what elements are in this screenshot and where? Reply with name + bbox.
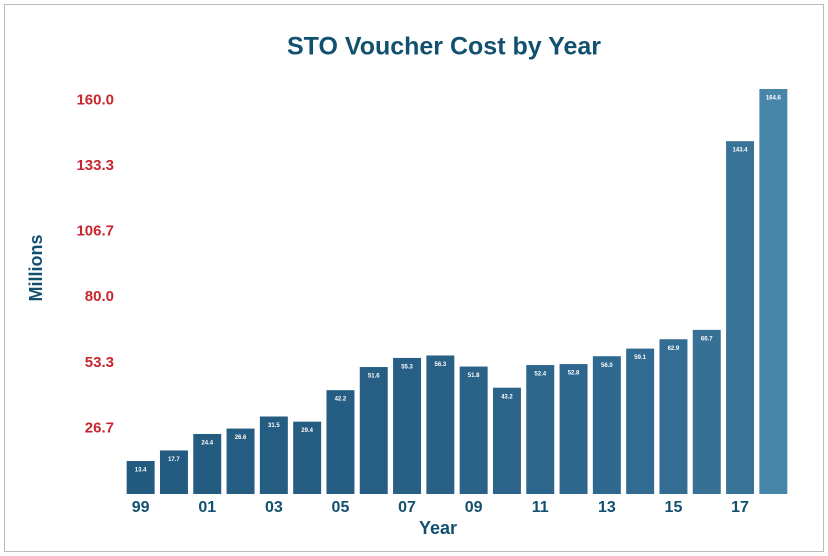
bar [592,356,621,494]
data-label: 26.6 [235,435,247,441]
bar [159,450,188,494]
y-tick-label: 160.0 [76,91,114,108]
bar [759,89,788,494]
x-tick-label: 01 [198,499,216,516]
bar [293,421,322,494]
bar [726,141,755,494]
bar [126,461,155,494]
x-tick-label: 99 [132,499,150,516]
bar [459,366,488,494]
y-tick-label: 106.7 [76,222,114,239]
bar [426,355,455,494]
data-label: 51.8 [468,373,480,379]
x-tick-label: 03 [265,499,283,516]
x-tick-label: 13 [598,499,616,516]
x-tick-label: 15 [665,499,683,516]
data-label: 24.4 [201,441,213,447]
bar [626,348,655,494]
x-axis-label: Year [419,518,457,538]
chart-title: STO Voucher Cost by Year [287,33,601,61]
data-label: 52.8 [568,371,580,377]
bar [492,387,521,494]
data-label: 56.0 [601,363,613,369]
data-label: 56.3 [435,362,447,368]
bar [226,428,255,494]
data-label: 62.9 [668,346,680,352]
data-label: 51.6 [368,374,380,380]
bar [193,433,222,494]
bar [259,416,288,494]
data-label: 31.5 [268,423,280,429]
data-label: 52.4 [534,372,546,378]
y-tick-label: 53.3 [85,354,114,371]
data-label: 13.4 [135,468,147,474]
y-tick-label: 26.7 [85,419,114,436]
bar [359,367,388,494]
x-tick-label: 05 [332,499,350,516]
bar [393,357,422,494]
data-label: 17.7 [168,457,180,463]
bar [659,339,688,494]
data-label: 29.4 [301,428,313,434]
bar [559,364,588,494]
bar [326,390,355,494]
x-tick-label: 09 [465,499,483,516]
data-label: 164.6 [766,96,782,102]
data-label: 66.7 [701,336,713,342]
y-tick-label: 133.3 [76,157,114,174]
y-axis-label: Millions [26,235,46,302]
bar [692,329,721,494]
data-label: 42.2 [335,397,347,403]
x-tick-label: 17 [731,499,749,516]
bar [526,365,555,494]
data-label: 59.1 [634,355,646,361]
x-tick-label: 11 [532,499,549,516]
data-label: 55.3 [401,365,413,371]
data-label: 43.2 [501,394,513,400]
data-label: 143.4 [733,148,749,154]
y-tick-label: 80.0 [85,288,114,305]
x-tick-label: 07 [398,499,416,516]
